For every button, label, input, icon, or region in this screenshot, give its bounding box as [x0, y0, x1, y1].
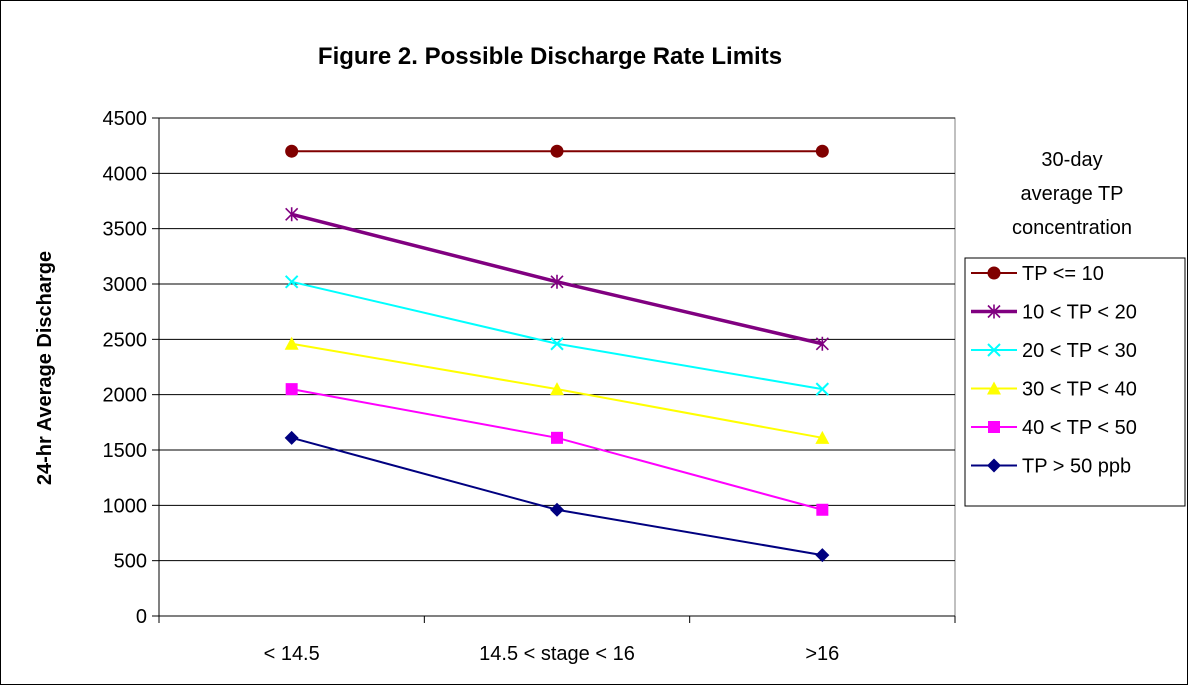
legend-title-line-1: 30-day: [1041, 149, 1102, 171]
y-tick-label: 3500: [103, 219, 148, 241]
data-point: [285, 207, 299, 222]
data-point: [815, 382, 830, 396]
chart-title: Figure 2. Possible Discharge Rate Limits: [318, 43, 782, 70]
gridlines: [159, 117, 955, 562]
legend-label: 10 < TP < 20: [1022, 302, 1137, 324]
data-point: [550, 144, 564, 158]
y-axis-label: 24-hr Average Discharge: [34, 251, 56, 485]
y-tick-label: 4500: [103, 108, 148, 130]
series-line: [291, 388, 823, 511]
legend-marker: [987, 381, 1001, 395]
axes: 0 500 1000 1500 2000 2500 3000 3500 4000 4500 < 14…: [103, 108, 956, 665]
legend-item: 10 < TP < 20: [971, 302, 1137, 324]
legend-title-line-2: average TP: [1020, 183, 1123, 205]
y-tick-label: 1000: [103, 495, 148, 517]
legend-entries: TP <= 10 10 < TP < 20 20 < TP < 30 30 < TP …: [971, 263, 1137, 478]
y-tick-label: 2500: [103, 329, 148, 351]
series-5: [285, 383, 829, 516]
data-point: [284, 275, 299, 289]
y-tick-label: 500: [114, 551, 147, 573]
data-point: [815, 144, 829, 158]
series-group: [284, 144, 830, 563]
data-point: [550, 382, 564, 396]
legend-item: 30 < TP < 40: [971, 379, 1137, 401]
legend-marker: [987, 304, 1001, 319]
data-point: [815, 336, 829, 351]
legend-item: 20 < TP < 30: [971, 340, 1137, 362]
y-tick-label: 2000: [103, 385, 148, 407]
legend-marker: [987, 266, 1001, 280]
legend-marker: [987, 458, 1001, 473]
legend-marker: [988, 421, 1000, 433]
legend-item: TP <= 10: [971, 263, 1104, 285]
y-tick-label: 3000: [103, 274, 148, 296]
legend-label: 30 < TP < 40: [1022, 379, 1137, 401]
data-point: [816, 503, 829, 516]
data-point: [550, 337, 564, 351]
legend-label: 20 < TP < 30: [1022, 340, 1137, 362]
data-point: [815, 430, 830, 444]
plot-area: [158, 117, 956, 617]
legend-label: TP <= 10: [1022, 263, 1104, 285]
data-point: [285, 383, 298, 396]
legend-item: TP > 50 ppb: [971, 456, 1131, 478]
data-point: [550, 502, 564, 517]
y-tick-label: 4000: [103, 163, 148, 185]
legend-title-line-3: concentration: [1012, 217, 1132, 239]
data-point: [551, 431, 563, 444]
series-line: [291, 280, 823, 391]
data-point: [550, 274, 564, 289]
legend-label: 40 < TP < 50: [1022, 417, 1137, 439]
series-2: [285, 207, 829, 351]
y-tick-label: 0: [136, 606, 147, 628]
data-point: [284, 430, 299, 445]
legend-item: 40 < TP < 50: [971, 417, 1137, 439]
legend-marker: [987, 343, 1001, 357]
data-point: [285, 144, 299, 158]
series-3: [284, 275, 830, 396]
series-4: [284, 336, 830, 444]
y-tick-label: 1500: [103, 440, 148, 462]
x-tick-label: 14.5 < stage < 16: [479, 643, 635, 665]
series-line: [291, 436, 823, 557]
data-point: [815, 548, 830, 563]
series-6: [284, 430, 830, 563]
series-1: [285, 144, 829, 158]
x-tick-label: < 14.5: [264, 643, 320, 665]
x-tick-label: >16: [805, 643, 839, 665]
data-point: [284, 336, 299, 350]
legend-label: TP > 50 ppb: [1022, 456, 1131, 478]
